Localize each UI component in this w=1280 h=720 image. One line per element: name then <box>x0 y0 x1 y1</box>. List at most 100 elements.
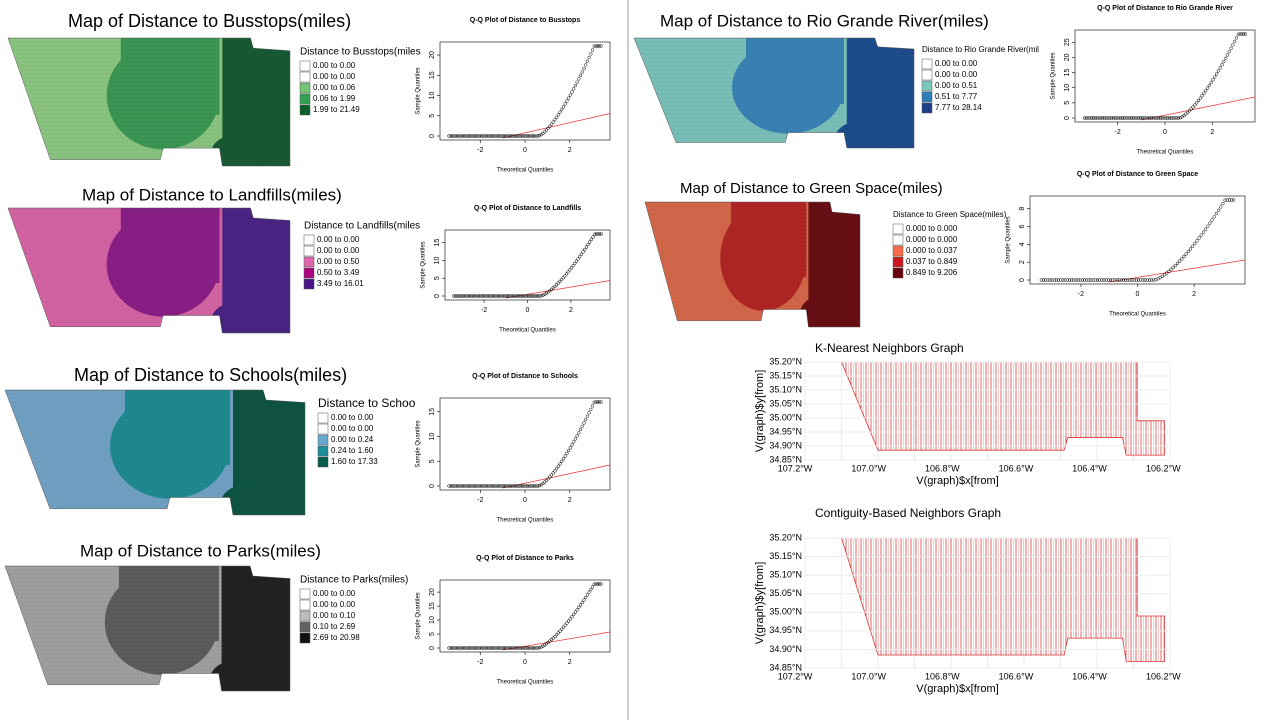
legend-label: 0.10 to 2.69 <box>313 622 356 631</box>
legend-label: 0.00 to 0.24 <box>331 435 374 444</box>
qq-point <box>1229 198 1234 202</box>
qq-point <box>454 134 458 138</box>
map-title: Map of Distance to Green Space(miles) <box>680 180 943 197</box>
qq-point <box>1221 202 1225 206</box>
map <box>645 202 860 327</box>
qq-point <box>527 134 531 138</box>
qq-point <box>1100 116 1105 120</box>
y-tick-label: 35.15°N <box>769 370 802 380</box>
qq-point <box>1093 116 1097 120</box>
qq-point <box>1121 278 1126 282</box>
qq-point <box>513 134 518 138</box>
qq-y-tick-label: 0 <box>429 484 436 488</box>
legend-swatch <box>892 256 904 268</box>
qq-point <box>531 646 535 650</box>
legend-swatch <box>892 234 904 246</box>
qq-point <box>575 80 579 84</box>
qq-point <box>581 250 585 254</box>
qq-point <box>450 646 455 650</box>
qq-point <box>1205 86 1210 90</box>
y-tick-label: 35.00°N <box>769 412 802 422</box>
qq-point <box>575 608 579 612</box>
x-tick-label: 106.8°W <box>925 463 960 473</box>
qq-y-tick-label: 0 <box>434 294 441 298</box>
qq-point <box>553 469 557 473</box>
qq-y-tick-label: 6 <box>1019 224 1026 228</box>
qq-point <box>578 73 583 78</box>
qq-point <box>1065 278 1069 282</box>
qq-point <box>592 400 596 404</box>
qq-point <box>459 646 463 650</box>
qq-point <box>503 294 507 298</box>
map <box>634 38 914 148</box>
qq-y-tick-label: 5 <box>1064 101 1071 105</box>
y-tick-label: 34.85°N <box>769 454 802 464</box>
qq-y-tick-label: 15 <box>429 408 436 416</box>
legend-label: 3.49 to 16.01 <box>317 279 364 288</box>
qq-point <box>586 242 590 247</box>
qq-point <box>1059 278 1063 282</box>
qq-point <box>519 646 523 650</box>
y-tick-label: 35.10°N <box>769 384 802 394</box>
legend-swatch <box>299 632 311 644</box>
qq-point <box>1216 208 1221 212</box>
qq-point <box>568 93 572 97</box>
legend-label: 0.00 to 0.00 <box>317 246 360 255</box>
y-tick-label: 35.05°N <box>769 588 802 598</box>
qq-point <box>508 134 513 138</box>
qq-x-tick-label: 2 <box>568 659 572 666</box>
qq-point <box>1098 278 1102 282</box>
qq-point <box>1133 116 1137 120</box>
map-outline <box>7 207 291 334</box>
qq-point <box>450 484 455 488</box>
qq-point <box>541 293 545 297</box>
qq-point <box>593 232 597 236</box>
qq-point <box>1089 278 1093 282</box>
legend-swatch <box>299 621 311 633</box>
qq-point <box>529 646 533 650</box>
qq-point <box>498 134 502 138</box>
qq-point <box>588 240 592 244</box>
qq-point <box>578 427 583 432</box>
qq-point <box>505 646 509 650</box>
qq-x-tick-label: -2 <box>1115 129 1121 136</box>
qq-x-tick-label: -2 <box>1078 291 1084 298</box>
qq-point <box>589 407 593 412</box>
map-title: Map of Distance to Parks(miles) <box>80 541 321 560</box>
qq-x-label: Theoretical Quantiles <box>499 328 556 334</box>
qq-point <box>505 484 509 488</box>
qq-point <box>554 466 559 471</box>
legend-label: 0.00 to 0.50 <box>317 257 360 266</box>
map-texture <box>8 38 290 166</box>
qq-x-tick-label: -2 <box>477 497 483 504</box>
qq-point <box>512 484 516 488</box>
y-tick-label: 35.10°N <box>769 570 802 580</box>
qq-point <box>585 59 590 63</box>
qq-point <box>1154 278 1158 282</box>
legend-title: Distance to Busstops(miles <box>300 47 421 58</box>
qq-point <box>539 294 544 298</box>
qq-point <box>479 646 484 650</box>
qq-y-tick-label: 10 <box>429 432 436 440</box>
qq-point <box>577 605 581 610</box>
qq-point <box>1126 116 1130 120</box>
qq-point <box>501 294 506 298</box>
y-tick-label: 34.90°N <box>769 644 802 654</box>
map-outline <box>4 389 306 516</box>
x-tick-label: 106.2°W <box>1146 671 1181 681</box>
y-tick-label: 34.90°N <box>769 440 802 450</box>
map <box>8 38 290 166</box>
qq-point <box>1113 278 1117 282</box>
qq-point <box>1164 116 1168 120</box>
y-tick-label: 35.05°N <box>769 398 802 408</box>
qq-point <box>1142 116 1146 120</box>
qq-point <box>518 294 522 298</box>
y-tick-label: 35.20°N <box>769 356 802 366</box>
qq-point <box>563 274 567 278</box>
qq-point <box>1173 116 1177 120</box>
legend-label: 0.849 to 9.206 <box>906 268 958 277</box>
qq-y-tick-label: 10 <box>1064 84 1071 92</box>
qq-point <box>1136 278 1141 282</box>
qq-point <box>457 484 461 488</box>
qq-point <box>476 484 480 488</box>
